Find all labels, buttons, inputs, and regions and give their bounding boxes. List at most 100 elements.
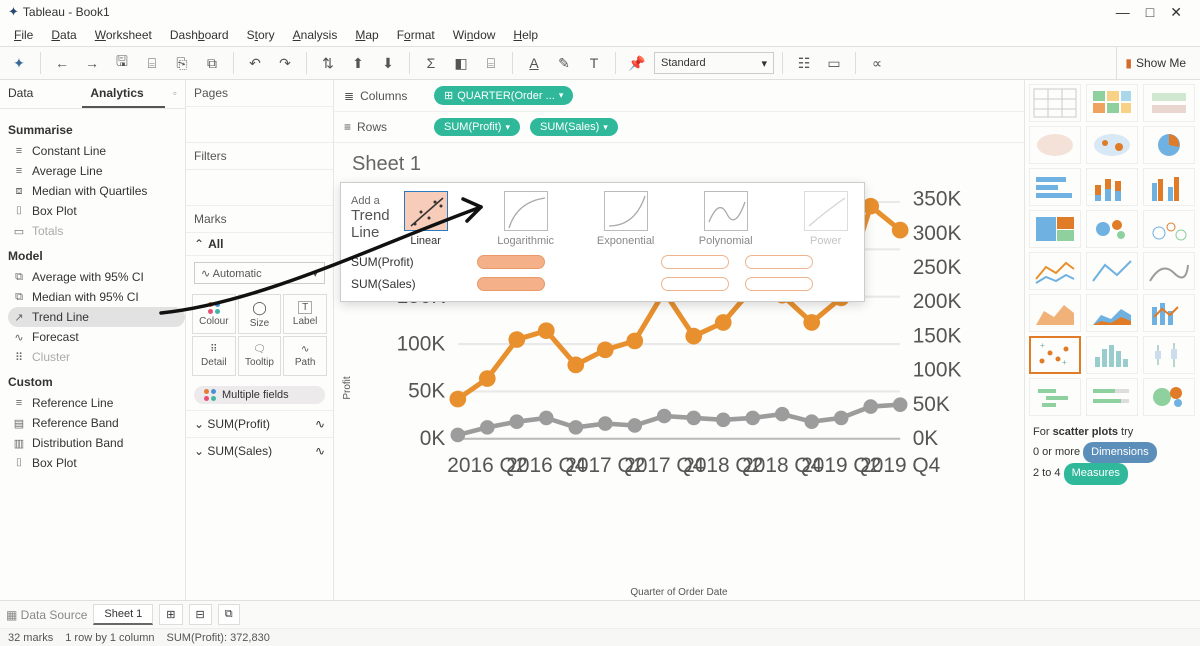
- save-button[interactable]: 🖫: [109, 50, 135, 76]
- mark-label[interactable]: TLabel: [283, 294, 327, 334]
- mark-path[interactable]: ∿Path: [283, 336, 327, 376]
- showme-thumb-10[interactable]: [1086, 210, 1138, 248]
- trend-target-sales-linear[interactable]: [477, 277, 545, 291]
- chart-area[interactable]: Profit 0K50K100K150K200K250K0K50K100K150…: [334, 176, 1024, 600]
- show-me-toggle[interactable]: ▮ Show Me: [1116, 47, 1194, 79]
- showme-thumb-17[interactable]: [1143, 294, 1195, 332]
- highlight-button[interactable]: ◧: [448, 50, 474, 76]
- share-button[interactable]: ∝: [864, 50, 890, 76]
- trend-target-sales-exp[interactable]: [661, 277, 729, 291]
- annotate-button[interactable]: ✎: [551, 50, 577, 76]
- showme-thumb-20[interactable]: [1143, 336, 1195, 374]
- showme-thumb-4[interactable]: [1086, 126, 1138, 164]
- sort-asc-button[interactable]: ⬆: [345, 50, 371, 76]
- totals-button[interactable]: Σ: [418, 50, 444, 76]
- filters-shelf[interactable]: [186, 170, 333, 206]
- showme-thumb-0[interactable]: [1029, 84, 1081, 122]
- showme-thumb-2[interactable]: [1143, 84, 1195, 122]
- trend-type-exponential[interactable]: Exponential: [590, 191, 662, 247]
- item-constant-line[interactable]: ≡Constant Line: [8, 141, 185, 161]
- mark-type-select[interactable]: ∿ Automatic ▾: [194, 262, 325, 284]
- new-dashboard-tab[interactable]: ⊟: [189, 604, 212, 625]
- menu-file[interactable]: File: [6, 26, 41, 44]
- pin-button[interactable]: 📌: [624, 50, 650, 76]
- menu-window[interactable]: Window: [445, 26, 504, 44]
- label-button[interactable]: A: [521, 50, 547, 76]
- duplicate-button[interactable]: ⧉: [199, 50, 225, 76]
- collapse-left-icon[interactable]: ◦: [165, 80, 185, 108]
- trend-type-power[interactable]: Power: [790, 191, 862, 247]
- showme-thumb-14[interactable]: [1143, 252, 1195, 290]
- item-median-quartiles[interactable]: ⧈Median with Quartiles: [8, 181, 185, 201]
- menu-help[interactable]: Help: [505, 26, 546, 44]
- showme-thumb-9[interactable]: [1029, 210, 1081, 248]
- showme-thumb-19[interactable]: [1086, 336, 1138, 374]
- new-worksheet-button[interactable]: ⎘: [169, 50, 195, 76]
- trend-target-profit-exp[interactable]: [661, 255, 729, 269]
- showme-thumb-18[interactable]: ++: [1029, 336, 1081, 374]
- sort-desc-button[interactable]: ⬇: [375, 50, 401, 76]
- tableau-icon[interactable]: ✦: [6, 50, 32, 76]
- menu-map[interactable]: Map: [347, 26, 386, 44]
- new-story-tab[interactable]: ⧉: [218, 604, 240, 625]
- item-distribution-band[interactable]: ▥Distribution Band: [8, 433, 185, 453]
- showme-thumb-8[interactable]: [1143, 168, 1195, 206]
- rows-shelf[interactable]: ≡Rows SUM(Profit)▾ SUM(Sales)▾: [334, 112, 1024, 143]
- redo-button[interactable]: ↷: [272, 50, 298, 76]
- trend-target-profit-poly[interactable]: [745, 255, 813, 269]
- new-datasource-button[interactable]: ⌸: [139, 50, 165, 76]
- item-median-95ci[interactable]: ⧉Median with 95% CI: [8, 287, 185, 307]
- menu-dashboard[interactable]: Dashboard: [162, 26, 237, 44]
- window-minimize-button[interactable]: —: [1116, 4, 1130, 21]
- fit-select[interactable]: Standard ▾: [654, 52, 774, 74]
- window-maximize-button[interactable]: □: [1146, 4, 1154, 21]
- item-box-plot-custom[interactable]: ⌷Box Plot: [8, 453, 185, 473]
- forward-button[interactable]: →: [79, 50, 105, 76]
- rows-pill-sales[interactable]: SUM(Sales)▾: [530, 118, 618, 136]
- datasource-tab[interactable]: ▦ Data Source: [6, 608, 87, 622]
- new-worksheet-tab[interactable]: ⊞: [159, 604, 182, 625]
- show-cards-button[interactable]: ☷: [791, 50, 817, 76]
- marks-all-row[interactable]: ⌃All: [186, 233, 333, 256]
- columns-pill-quarter[interactable]: ⊞ QUARTER(Order ...▾: [434, 86, 573, 105]
- marks-multiple-fields[interactable]: Multiple fields: [186, 380, 333, 410]
- worksheet-tab-sheet1[interactable]: Sheet 1: [93, 604, 153, 625]
- item-average-line[interactable]: ≡Average Line: [8, 161, 185, 181]
- window-close-button[interactable]: ✕: [1170, 4, 1182, 21]
- undo-button[interactable]: ↶: [242, 50, 268, 76]
- menu-story[interactable]: Story: [239, 26, 283, 44]
- pages-shelf[interactable]: [186, 107, 333, 143]
- marks-row-profit[interactable]: ⌄ SUM(Profit)∿: [186, 410, 333, 437]
- trend-target-profit-linear[interactable]: [477, 255, 545, 269]
- marks-row-sales[interactable]: ⌄ SUM(Sales)∿: [186, 437, 333, 464]
- menu-worksheet[interactable]: Worksheet: [87, 26, 160, 44]
- presentation-button[interactable]: ▭: [821, 50, 847, 76]
- mark-size[interactable]: ◯Size: [238, 294, 282, 334]
- showme-thumb-6[interactable]: [1029, 168, 1081, 206]
- item-reference-band[interactable]: ▤Reference Band: [8, 413, 185, 433]
- trend-type-linear[interactable]: Linear: [390, 191, 462, 247]
- showme-thumb-1[interactable]: [1086, 84, 1138, 122]
- showme-thumb-23[interactable]: [1143, 378, 1195, 416]
- back-button[interactable]: ←: [49, 50, 75, 76]
- mark-colour[interactable]: Colour: [192, 294, 236, 334]
- item-avg-95ci[interactable]: ⧉Average with 95% CI: [8, 267, 185, 287]
- tab-data[interactable]: Data: [0, 80, 82, 108]
- worksheet-format-button[interactable]: T: [581, 50, 607, 76]
- mark-tooltip[interactable]: 🗨Tooltip: [238, 336, 282, 376]
- showme-thumb-5[interactable]: [1143, 126, 1195, 164]
- tab-analytics[interactable]: Analytics: [82, 80, 164, 108]
- showme-thumb-22[interactable]: [1086, 378, 1138, 416]
- showme-thumb-16[interactable]: [1086, 294, 1138, 332]
- mark-detail[interactable]: ⠿Detail: [192, 336, 236, 376]
- showme-thumb-3[interactable]: [1029, 126, 1081, 164]
- trend-type-polynomial[interactable]: Polynomial: [690, 191, 762, 247]
- trend-target-sales-poly[interactable]: [745, 277, 813, 291]
- item-box-plot[interactable]: ⌷Box Plot: [8, 201, 185, 221]
- showme-thumb-15[interactable]: [1029, 294, 1081, 332]
- showme-thumb-13[interactable]: [1086, 252, 1138, 290]
- rows-pill-profit[interactable]: SUM(Profit)▾: [434, 118, 520, 136]
- columns-shelf[interactable]: ≣Columns ⊞ QUARTER(Order ...▾: [334, 80, 1024, 112]
- menu-data[interactable]: Data: [43, 26, 84, 44]
- menu-format[interactable]: Format: [389, 26, 443, 44]
